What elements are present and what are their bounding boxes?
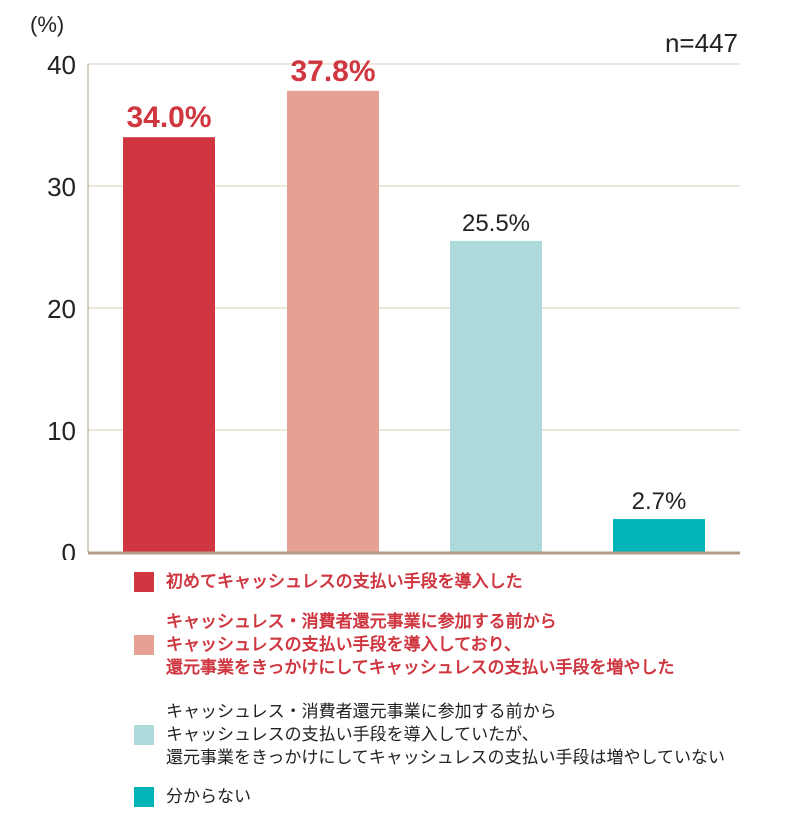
- y-tick-label: 40: [47, 50, 76, 80]
- legend-swatch: [134, 571, 154, 592]
- y-tick-label: 10: [47, 416, 76, 446]
- legend-label-line: 還元事業をきっかけにしてキャッシュレスの支払い手段を増やした: [166, 658, 675, 677]
- bar: [287, 90, 379, 552]
- legend-label-line: キャッシュレスの支払い手段を導入しており、: [166, 635, 521, 654]
- y-tick-label: 30: [47, 172, 76, 202]
- legend-label-line: 初めてキャッシュレスの支払い手段を導入した: [166, 572, 523, 591]
- legend-swatch: [134, 724, 154, 745]
- legend-label-line: キャッシュレスの支払い手段を導入していたが、: [166, 725, 539, 744]
- bar: [613, 519, 705, 552]
- y-tick-label: 0: [62, 538, 76, 560]
- bar-chart: (%) n=447 0 10 20 30 40 34.0% 37.8% 25.5% 2.7%: [30, 12, 740, 560]
- data-label: 2.7%: [632, 488, 687, 515]
- data-label: 34.0%: [126, 101, 211, 134]
- legend-label-line: キャッシュレス・消費者還元事業に参加する前から: [166, 702, 557, 721]
- data-label: 25.5%: [462, 210, 530, 237]
- sample-size-annotation: n=447: [665, 28, 738, 58]
- y-axis-unit: (%): [30, 12, 64, 37]
- legend-swatch: [134, 786, 154, 807]
- legend-label-line: キャッシュレス・消費者還元事業に参加する前から: [166, 612, 557, 631]
- legend-label-line: 分からない: [166, 787, 251, 806]
- legend-label-line: 還元事業をきっかけにしてキャッシュレスの支払い手段は増やしていない: [166, 748, 725, 767]
- data-label: 37.8%: [290, 55, 375, 88]
- legend-swatch: [134, 634, 154, 655]
- bar: [450, 240, 542, 552]
- y-tick-label: 20: [47, 294, 76, 324]
- bar: [123, 137, 215, 552]
